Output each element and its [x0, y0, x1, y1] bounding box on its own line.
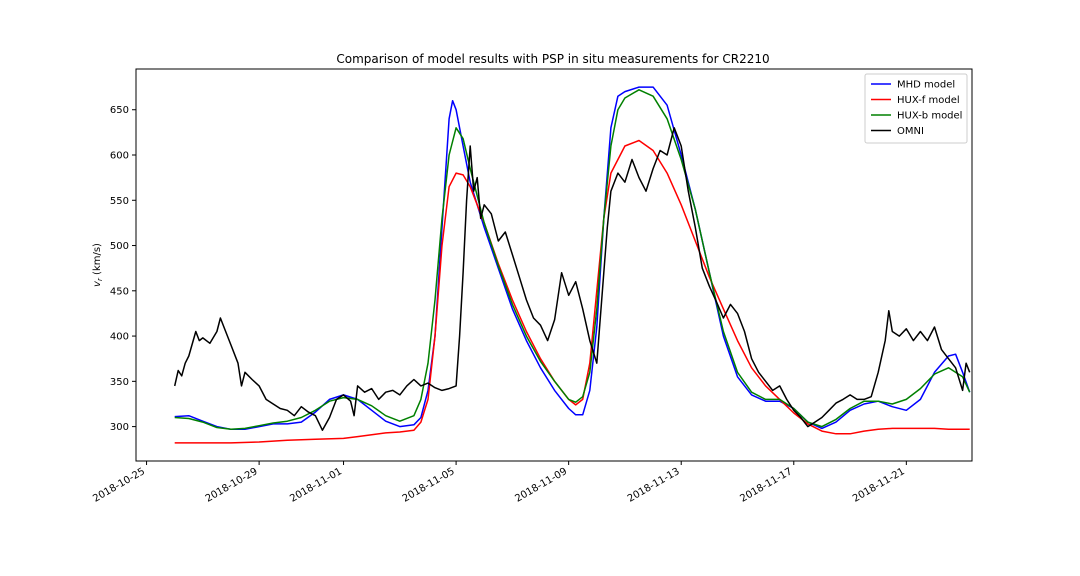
axes-frame — [135, 68, 973, 462]
y-tick-label: 500 — [110, 241, 129, 252]
series-layer — [173, 86, 971, 444]
plot-area — [135, 68, 973, 462]
legend-label-2: HUX-b model — [897, 111, 962, 122]
y-tick-label: 400 — [110, 332, 129, 343]
y-axis-label-sub: r — [96, 277, 104, 281]
chart-title: Comparison of model results with PSP in … — [336, 52, 769, 66]
y-tick-label: 300 — [110, 422, 129, 433]
series-line-2 — [174, 89, 971, 431]
series-line-3 — [173, 127, 971, 431]
y-axis: 300 350 400 450 500 550 600 650 — [110, 105, 136, 433]
legend-label-3: OMNI — [897, 126, 924, 137]
series-line-1 — [174, 139, 970, 444]
y-tick-label: 550 — [110, 196, 129, 207]
series-line-0 — [174, 86, 971, 431]
y-tick-label: 450 — [110, 286, 129, 297]
y-tick-label: 350 — [110, 377, 129, 388]
y-axis-label-var: v — [92, 280, 103, 287]
y-tick-label: 600 — [110, 151, 129, 162]
y-axis-label: vr (km/s) — [92, 243, 104, 287]
legend-box — [864, 73, 968, 144]
legend-label-1: HUX-f model — [897, 95, 960, 106]
legend-label-0: MHD model — [897, 80, 955, 91]
y-axis-label-unit: (km/s) — [92, 243, 103, 278]
y-tick-label: 650 — [110, 105, 129, 116]
legend: MHD model HUX-f model HUX-b model OMNI — [864, 73, 968, 144]
